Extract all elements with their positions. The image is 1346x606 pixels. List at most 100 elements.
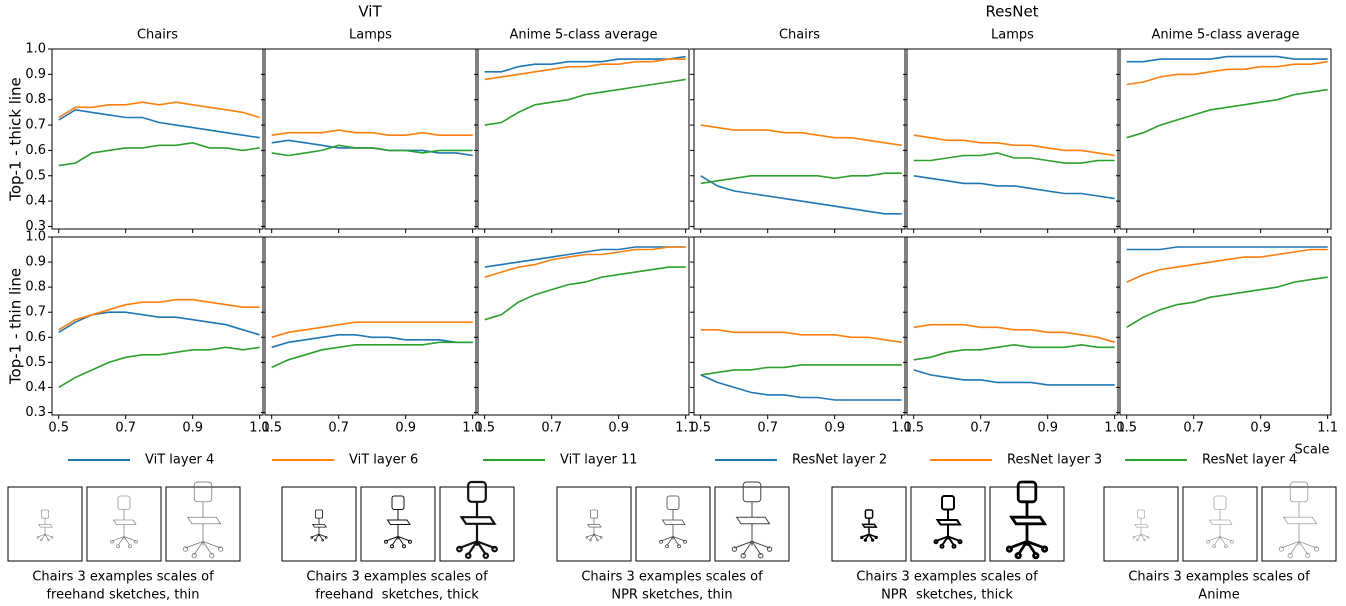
example-caption: Chairs 3 examples scales of [581, 570, 763, 585]
group-title: ResNet [985, 3, 1038, 21]
plot-frame [1119, 48, 1332, 230]
example-caption: NPR sketches, thick [881, 588, 1013, 603]
series-line [1126, 248, 1328, 283]
series-line [700, 374, 902, 401]
x-axis-label: Scale [1295, 443, 1330, 458]
series-line [484, 246, 686, 268]
x-tick-label: 0.7 [541, 421, 562, 436]
legend-label: ViT layer 4 [145, 453, 214, 468]
series-line [700, 124, 902, 147]
plot-frame [477, 48, 690, 230]
plot-frame [477, 236, 690, 416]
y-tick-label: 0.5 [25, 168, 46, 183]
x-tick-label: 0.9 [395, 421, 416, 436]
y-tick-label: 0.5 [25, 355, 46, 370]
plot-frame [693, 48, 906, 230]
legend-label: ResNet layer 2 [792, 453, 887, 468]
series-line [913, 323, 1115, 344]
chart-title: Lamps [991, 28, 1034, 43]
example-caption: NPR sketches, thin [611, 588, 732, 603]
y-axis-label: Top-1 - thin line [7, 268, 25, 385]
x-tick-label: 0.5 [903, 421, 924, 436]
series-line [58, 101, 260, 119]
x-tick-label: 1.1 [462, 421, 483, 436]
y-tick-label: 0.9 [25, 67, 46, 82]
chart-title: Anime 5-class average [1151, 28, 1299, 43]
y-tick-label: 0.6 [25, 330, 46, 345]
x-tick-label: 0.5 [261, 421, 282, 436]
x-tick-label: 0.7 [1183, 421, 1204, 436]
example-caption: freehand sketches, thin [46, 588, 199, 603]
y-axis-label: Top-1 - thick line [7, 77, 25, 202]
chart-title: Lamps [349, 28, 392, 43]
legend-label: ResNet layer 4 [1202, 453, 1297, 468]
series-line [1126, 55, 1328, 63]
chart-title: Anime 5-class average [509, 28, 657, 43]
x-tick-label: 0.9 [1250, 421, 1271, 436]
series-line [913, 134, 1115, 157]
x-tick-label: 0.5 [474, 421, 495, 436]
example-box [86, 486, 162, 562]
series-line [700, 364, 902, 376]
x-tick-label: 0.7 [328, 421, 349, 436]
y-tick-label: 0.8 [25, 280, 46, 295]
x-tick-label: 0.5 [1116, 421, 1137, 436]
plot-frame [51, 236, 264, 416]
series-line [1126, 60, 1328, 86]
plot-frame [1119, 236, 1332, 416]
series-line [484, 266, 686, 321]
plot-frame [906, 236, 1119, 416]
example-caption: Chairs 3 examples scales of [32, 570, 214, 585]
y-tick-label: 0.9 [25, 255, 46, 270]
example-caption: Chairs 3 examples scales of [856, 570, 1038, 585]
chart-title: Chairs [137, 28, 178, 43]
series-line [271, 334, 473, 349]
series-line [484, 55, 686, 73]
y-tick-label: 1.0 [25, 230, 46, 245]
plot-frame [906, 48, 1119, 230]
plot-frame [693, 236, 906, 416]
x-tick-label: 1.1 [1104, 421, 1125, 436]
example-box [635, 486, 711, 562]
group-title: ViT [358, 3, 382, 21]
example-caption: Chairs 3 examples scales of [1128, 570, 1310, 585]
series-line [271, 129, 473, 136]
chart-title: Chairs [779, 28, 820, 43]
series-line [484, 58, 686, 81]
plot-frame [264, 48, 477, 230]
x-tick-label: 0.9 [824, 421, 845, 436]
y-tick-label: 0.3 [25, 405, 46, 420]
series-line [913, 175, 1115, 200]
legend-label: ViT layer 11 [560, 453, 638, 468]
x-tick-label: 0.5 [690, 421, 711, 436]
example-caption: freehand sketches, thick [315, 588, 479, 603]
y-tick-label: 0.4 [25, 194, 46, 209]
y-tick-label: 0.3 [25, 219, 46, 234]
example-caption: Anime [1198, 588, 1239, 603]
series-line [913, 343, 1115, 361]
y-tick-label: 0.8 [25, 92, 46, 107]
x-tick-label: 0.7 [970, 421, 991, 436]
x-tick-label: 1.1 [249, 421, 270, 436]
series-line [1126, 276, 1328, 328]
x-tick-label: 0.5 [48, 421, 69, 436]
x-tick-label: 0.7 [757, 421, 778, 436]
example-box [1182, 486, 1258, 562]
x-tick-label: 0.9 [608, 421, 629, 436]
plot-frame [51, 48, 264, 230]
y-tick-label: 0.6 [25, 143, 46, 158]
y-tick-label: 1.0 [25, 42, 46, 57]
series-line [58, 298, 260, 331]
series-line [271, 144, 473, 157]
x-tick-label: 0.9 [182, 421, 203, 436]
legend-label: ViT layer 6 [349, 453, 418, 468]
series-line [271, 341, 473, 369]
y-tick-label: 0.7 [25, 305, 46, 320]
example-box [989, 486, 1065, 562]
y-tick-label: 0.7 [25, 118, 46, 133]
series-line [484, 246, 686, 278]
series-line [1126, 88, 1328, 139]
x-tick-label: 1.1 [675, 421, 696, 436]
plot-frame [264, 236, 477, 416]
